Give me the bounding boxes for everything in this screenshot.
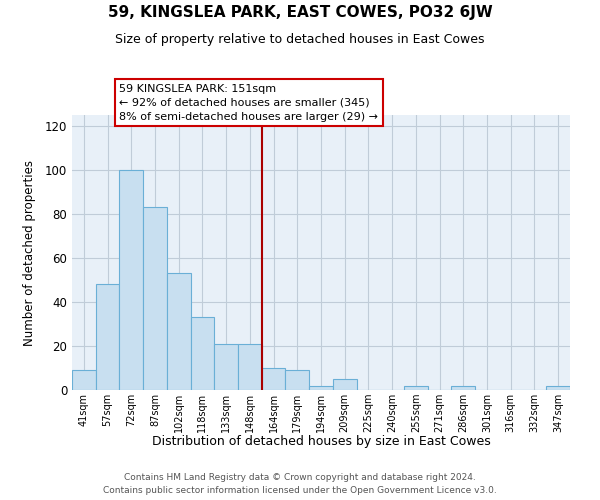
Bar	[143, 208, 167, 390]
Bar	[333, 379, 356, 390]
Y-axis label: Number of detached properties: Number of detached properties	[23, 160, 37, 346]
Bar	[119, 170, 143, 390]
Text: 59 KINGSLEA PARK: 151sqm
← 92% of detached houses are smaller (345)
8% of semi-d: 59 KINGSLEA PARK: 151sqm ← 92% of detach…	[119, 84, 379, 122]
Bar	[286, 370, 309, 390]
Bar	[309, 386, 333, 390]
Bar	[238, 344, 262, 390]
Text: 59, KINGSLEA PARK, EAST COWES, PO32 6JW: 59, KINGSLEA PARK, EAST COWES, PO32 6JW	[107, 5, 493, 20]
Text: Distribution of detached houses by size in East Cowes: Distribution of detached houses by size …	[152, 435, 490, 448]
Bar	[546, 386, 570, 390]
Text: Contains HM Land Registry data © Crown copyright and database right 2024.
Contai: Contains HM Land Registry data © Crown c…	[103, 474, 497, 495]
Bar	[167, 274, 191, 390]
Bar	[214, 344, 238, 390]
Bar	[72, 370, 96, 390]
Bar	[451, 386, 475, 390]
Bar	[262, 368, 286, 390]
Text: Size of property relative to detached houses in East Cowes: Size of property relative to detached ho…	[115, 32, 485, 46]
Bar	[404, 386, 428, 390]
Bar	[96, 284, 119, 390]
Bar	[191, 318, 214, 390]
